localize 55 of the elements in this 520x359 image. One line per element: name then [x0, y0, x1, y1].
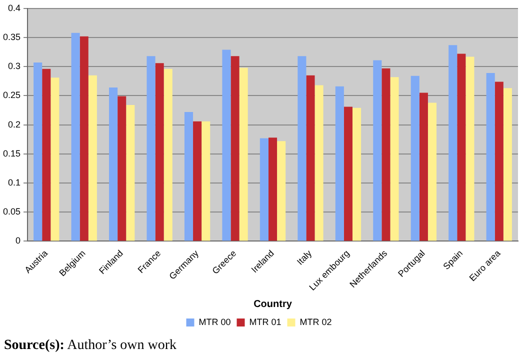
bar: [184, 112, 194, 241]
bar: [390, 77, 399, 241]
y-tick-label: 0.1: [8, 177, 21, 188]
bar: [486, 73, 495, 241]
bar: [277, 141, 286, 241]
y-tick-label: 0.4: [8, 2, 21, 13]
bar: [314, 85, 324, 241]
bar: [335, 86, 344, 241]
bar: [80, 36, 88, 241]
bar: [146, 56, 156, 241]
bar: [352, 108, 362, 241]
bar: [494, 82, 504, 241]
x-axis-title: Country: [254, 298, 292, 310]
bar: [34, 62, 42, 241]
bar: [155, 63, 164, 241]
legend-label: MTR 02: [300, 316, 332, 327]
legend-label: MTR 00: [198, 316, 231, 327]
bar: [298, 56, 306, 241]
bar: [503, 88, 512, 241]
bar: [202, 121, 210, 241]
y-tick-label: 0: [16, 236, 21, 246]
bar: [50, 78, 60, 241]
bar: [193, 121, 202, 241]
y-tick-label: 0.2: [8, 119, 21, 130]
legend-label: MTR 01: [249, 316, 282, 327]
bar: [118, 96, 126, 241]
bar: [382, 68, 390, 241]
bar: [126, 105, 135, 241]
bar: [419, 92, 428, 241]
x-tick-label: Euro area: [467, 248, 502, 284]
bar: [344, 106, 352, 241]
bar: [88, 75, 97, 241]
source-note: Source(s): Author’s own work: [4, 337, 178, 355]
bar: [109, 88, 118, 241]
bar: [42, 68, 51, 241]
bar: [466, 56, 474, 241]
y-tick-label: 0.25: [2, 90, 21, 100]
x-tick-label: Italy: [294, 248, 314, 267]
bar: [71, 32, 80, 241]
bar: [260, 138, 268, 241]
bar: [448, 45, 458, 241]
bar: [410, 76, 420, 241]
bar: [268, 138, 278, 241]
bar: [306, 75, 315, 241]
bar: [239, 68, 248, 241]
y-tick-label: 0.05: [2, 206, 21, 217]
y-tick-label: 0.15: [2, 148, 21, 158]
y-tick-label: 0.35: [2, 32, 21, 42]
bar: [222, 50, 231, 241]
bar: [373, 60, 382, 241]
bar: [428, 102, 437, 241]
bar: [230, 56, 240, 241]
y-tick-label: 0.3: [8, 61, 21, 72]
bar: [164, 68, 172, 241]
bar: [457, 54, 466, 241]
